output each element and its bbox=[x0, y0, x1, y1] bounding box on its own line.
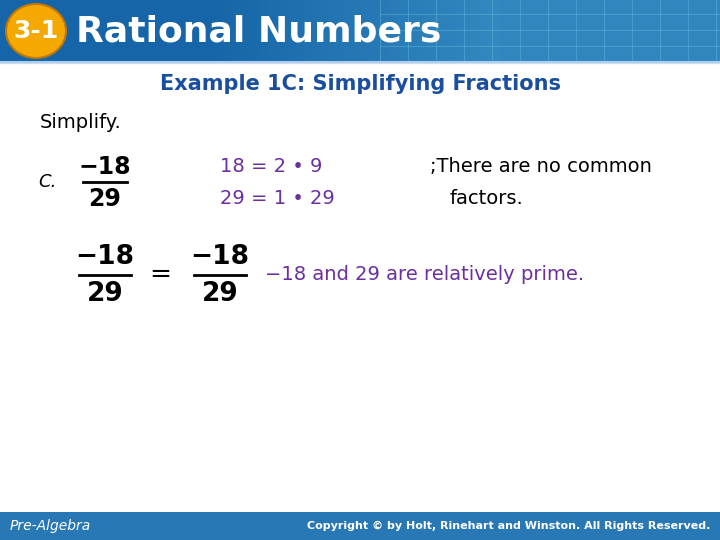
Bar bbox=[448, 0, 455, 62]
Bar bbox=[477, 0, 485, 62]
Bar bbox=[350, 0, 358, 62]
Text: Rational Numbers: Rational Numbers bbox=[76, 14, 441, 48]
Bar bbox=[425, 0, 433, 62]
Bar bbox=[402, 0, 410, 62]
Text: 29: 29 bbox=[86, 281, 123, 307]
Bar bbox=[290, 0, 297, 62]
Bar bbox=[245, 0, 253, 62]
Text: 3-1: 3-1 bbox=[14, 19, 58, 43]
Bar bbox=[268, 0, 275, 62]
Text: Copyright © by Holt, Rinehart and Winston. All Rights Reserved.: Copyright © by Holt, Rinehart and Winsto… bbox=[307, 521, 710, 531]
Bar bbox=[312, 0, 320, 62]
Text: 29 = 1 • 29: 29 = 1 • 29 bbox=[220, 190, 335, 208]
Bar bbox=[343, 0, 350, 62]
Bar bbox=[305, 0, 312, 62]
Bar bbox=[253, 0, 260, 62]
Bar bbox=[455, 0, 462, 62]
Bar bbox=[282, 0, 290, 62]
Bar bbox=[410, 0, 418, 62]
Bar bbox=[328, 0, 335, 62]
Text: 18 = 2 • 9: 18 = 2 • 9 bbox=[220, 158, 323, 177]
Text: Simplify.: Simplify. bbox=[40, 112, 122, 132]
Bar bbox=[380, 0, 387, 62]
Text: Pre-Algebra: Pre-Algebra bbox=[10, 519, 91, 533]
Text: 29: 29 bbox=[89, 187, 122, 211]
Bar bbox=[320, 0, 328, 62]
Bar bbox=[297, 0, 305, 62]
Bar bbox=[387, 0, 395, 62]
Bar bbox=[500, 0, 720, 62]
Text: −18: −18 bbox=[191, 244, 250, 270]
Bar bbox=[365, 0, 372, 62]
Bar bbox=[433, 0, 440, 62]
Bar bbox=[462, 0, 470, 62]
Bar bbox=[260, 0, 268, 62]
Bar bbox=[275, 0, 282, 62]
Text: =: = bbox=[149, 262, 171, 288]
Bar bbox=[418, 0, 425, 62]
Bar bbox=[222, 0, 230, 62]
Bar bbox=[230, 0, 238, 62]
Bar bbox=[358, 0, 365, 62]
Bar bbox=[207, 0, 215, 62]
Text: factors.: factors. bbox=[450, 190, 523, 208]
Text: C.: C. bbox=[38, 173, 56, 191]
Text: −18 and 29 are relatively prime.: −18 and 29 are relatively prime. bbox=[265, 266, 584, 285]
Text: −18: −18 bbox=[76, 244, 135, 270]
Bar bbox=[0, 0, 720, 62]
Bar bbox=[238, 0, 245, 62]
Text: ;There are no common: ;There are no common bbox=[430, 158, 652, 177]
Bar bbox=[440, 0, 448, 62]
Ellipse shape bbox=[6, 4, 66, 58]
Bar bbox=[372, 0, 380, 62]
Bar bbox=[0, 512, 720, 540]
Text: Example 1C: Simplifying Fractions: Example 1C: Simplifying Fractions bbox=[160, 74, 560, 94]
Text: 29: 29 bbox=[202, 281, 238, 307]
Text: −18: −18 bbox=[78, 155, 131, 179]
Bar bbox=[395, 0, 402, 62]
Bar bbox=[485, 0, 492, 62]
Bar bbox=[335, 0, 343, 62]
Bar bbox=[470, 0, 477, 62]
Bar bbox=[492, 0, 500, 62]
Bar bbox=[200, 0, 207, 62]
Bar bbox=[215, 0, 222, 62]
